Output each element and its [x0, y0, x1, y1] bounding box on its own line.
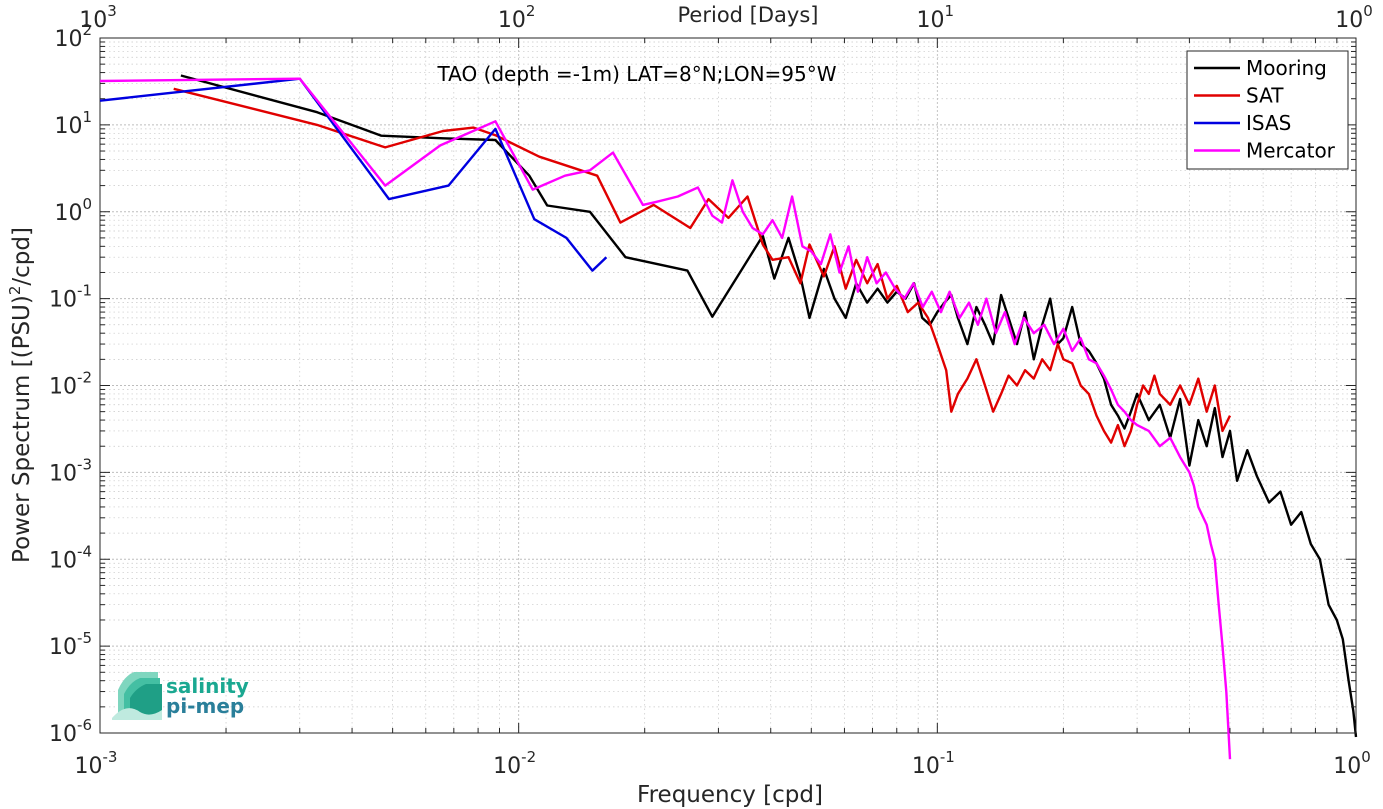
- x-tick-label-exp: -2: [521, 748, 536, 766]
- y-tick-label-exp: -3: [77, 455, 92, 473]
- axis-ticks: [99, 37, 1357, 734]
- y-tick-label-exp: -2: [77, 369, 92, 387]
- series-line-isas: [99, 77, 608, 272]
- y-axis-label: Power Spectrum [(PSU)2/cpd]: [6, 227, 35, 563]
- legend-label-mercator: Mercator: [1246, 139, 1336, 163]
- x-tick-label-base: 10: [912, 754, 940, 779]
- x-tick-label-base: 10: [75, 754, 103, 779]
- y-tick-label-base: 10: [49, 635, 77, 660]
- x-tick-labels: 10-3 10-2 10-1 100: [75, 748, 1371, 779]
- y-tick-label: 10-1: [49, 282, 92, 313]
- series-line-mercator: [99, 77, 1232, 760]
- y-tick-label: 101: [54, 108, 92, 139]
- y-tick-label-exp: -5: [77, 629, 92, 647]
- salinity-pimep-wave-logo-icon: [112, 672, 162, 720]
- x-tick-label-exp: -1: [940, 748, 955, 766]
- y-tick-label-base: 10: [54, 201, 82, 226]
- y-tick-label: 100: [54, 195, 92, 226]
- y-tick-label: 10-5: [49, 629, 92, 660]
- top-tick-label: 101: [917, 2, 955, 33]
- top-tick-labels: 103 102 101 100: [79, 2, 1373, 33]
- series-group: [99, 74, 1358, 760]
- x-tick-label: 10-2: [493, 748, 536, 779]
- x-tick-label-exp: -3: [103, 748, 118, 766]
- y-tick-label-base: 10: [49, 288, 77, 313]
- x-axis-label: Frequency [cpd]: [637, 782, 823, 808]
- salinity-pimep-logo: salinity pi-mep: [112, 672, 249, 720]
- top-tick-label-exp: 0: [1363, 2, 1373, 20]
- top-tick-label: 103: [79, 2, 117, 33]
- logo-text-pimep: pi-mep: [166, 694, 244, 718]
- top-tick-label-base: 10: [917, 8, 945, 33]
- x-tick-label-base: 10: [1333, 754, 1361, 779]
- x-tick-label-base: 10: [493, 754, 521, 779]
- y-tick-label-exp: 2: [82, 21, 92, 39]
- y-tick-label-exp: -4: [77, 542, 92, 560]
- top-tick-label-base: 10: [1335, 8, 1363, 33]
- x-tick-label: 10-1: [912, 748, 955, 779]
- y-tick-label-base: 10: [49, 461, 77, 486]
- y-tick-label: 10-2: [49, 369, 92, 400]
- logo-text-salinity: salinity: [166, 674, 249, 698]
- y-axis-label-tail: /cpd]: [9, 227, 35, 286]
- y-tick-label-base: 10: [49, 722, 77, 747]
- top-tick-label-exp: 2: [526, 2, 536, 20]
- legend-label-sat: SAT: [1246, 84, 1284, 108]
- top-tick-label: 102: [498, 2, 536, 33]
- series-line-mooring: [180, 74, 1358, 738]
- y-tick-label: 10-6: [49, 716, 92, 747]
- y-tick-label-base: 10: [54, 27, 82, 52]
- y-tick-label: 102: [54, 21, 92, 52]
- x-tick-label-exp: 0: [1361, 748, 1371, 766]
- top-tick-label-base: 10: [498, 8, 526, 33]
- y-axis-label-main: Power Spectrum [(PSU): [9, 295, 35, 563]
- top-tick-label-base: 10: [79, 8, 107, 33]
- y-tick-label-base: 10: [49, 548, 77, 573]
- top-axis-label: Period [Days]: [678, 3, 819, 27]
- series-line-sat: [173, 87, 1232, 448]
- top-tick-label: 100: [1335, 2, 1373, 33]
- x-tick-label: 100: [1333, 748, 1371, 779]
- y-tick-label-exp: -1: [77, 282, 92, 300]
- chart-title: TAO (depth =-1m) LAT=8°N;LON=95°W: [436, 62, 836, 86]
- y-tick-label-exp: 1: [82, 108, 92, 126]
- y-tick-label: 10-4: [49, 542, 92, 573]
- x-tick-label: 10-3: [75, 748, 118, 779]
- legend-label-mooring: Mooring: [1246, 56, 1327, 80]
- legend: Mooring SAT ISAS Mercator: [1186, 50, 1349, 170]
- y-tick-label: 10-3: [49, 455, 92, 486]
- y-tick-label-exp: 0: [82, 195, 92, 213]
- y-axis-label-sup: 2: [6, 286, 24, 296]
- top-tick-label-exp: 3: [107, 2, 117, 20]
- y-tick-label-exp: -6: [77, 716, 92, 734]
- y-tick-label-base: 10: [49, 375, 77, 400]
- legend-label-isas: ISAS: [1246, 111, 1291, 135]
- top-tick-label-exp: 1: [945, 2, 955, 20]
- y-tick-label-base: 10: [54, 114, 82, 139]
